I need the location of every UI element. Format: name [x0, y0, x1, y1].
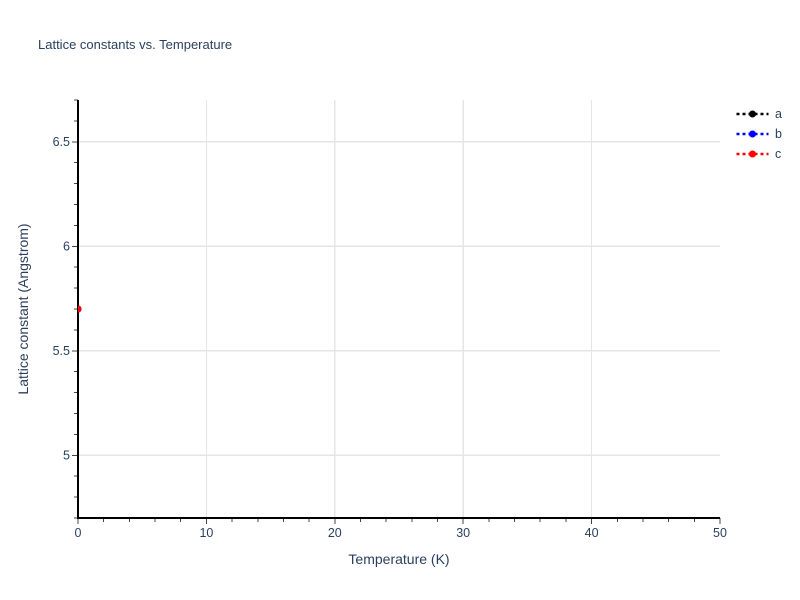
legend-marker-dot [749, 110, 756, 118]
series-markers [75, 305, 82, 313]
y-tick-label: 6.5 [53, 135, 70, 149]
legend-item-label-c: c [775, 147, 782, 161]
chart-title: Lattice constants vs. Temperature [38, 37, 233, 52]
axis-ticks [72, 99, 721, 524]
legend-item-a[interactable]: a [736, 104, 782, 124]
legend-line-sample-a [736, 110, 769, 118]
y-tick-labels: 5 5.5 6 6.5 [53, 135, 70, 462]
legend-line-sample-b [736, 130, 769, 138]
y-axis-title: Lattice constant (Angstrom) [15, 223, 31, 395]
x-tick-labels: 0 10 20 30 40 50 [75, 526, 727, 540]
series-c-marker[interactable] [75, 305, 82, 313]
x-tick-label: 40 [585, 526, 599, 540]
gridlines [78, 100, 720, 518]
legend-item-b[interactable]: b [736, 124, 782, 144]
legend-line-sample-c [736, 150, 769, 158]
axis-lines [77, 100, 720, 519]
legend-marker-dot [749, 150, 756, 158]
legend-item-c[interactable]: c [736, 144, 782, 164]
x-tick-label: 0 [75, 526, 82, 540]
x-tick-label: 10 [199, 526, 213, 540]
y-tick-label: 6 [63, 239, 70, 253]
x-tick-label: 30 [456, 526, 470, 540]
legend-item-label-b: b [775, 127, 782, 141]
x-tick-label: 20 [328, 526, 342, 540]
legend-marker-dot [749, 130, 756, 138]
legend-item-label-a: a [775, 107, 782, 121]
y-tick-label: 5 [63, 448, 70, 462]
x-tick-label: 50 [713, 526, 727, 540]
x-axis-title: Temperature (K) [348, 551, 450, 567]
y-tick-label: 5.5 [53, 344, 70, 358]
